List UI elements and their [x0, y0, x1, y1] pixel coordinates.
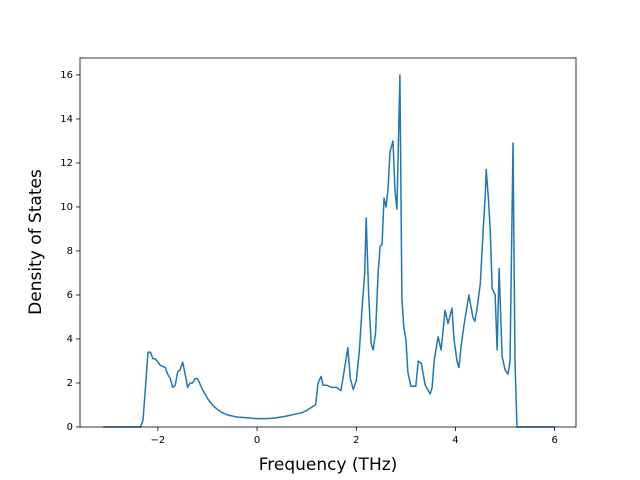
x-tick-label: 2: [353, 435, 359, 446]
y-tick-label: 6: [67, 290, 73, 301]
y-tick-label: 0: [67, 422, 73, 433]
y-tick-label: 16: [60, 70, 73, 81]
x-tick-label: 4: [452, 435, 458, 446]
x-tick-label: −2: [150, 435, 165, 446]
x-tick-label: 0: [254, 435, 260, 446]
y-tick-label: 14: [60, 114, 73, 125]
y-tick-label: 4: [67, 334, 73, 345]
y-tick-label: 12: [60, 158, 73, 169]
y-tick-label: 2: [67, 378, 73, 389]
y-axis-label: Density of States: [26, 169, 46, 315]
y-tick-label: 8: [67, 246, 73, 257]
x-axis-label: Frequency (THz): [259, 455, 398, 475]
y-tick-label: 10: [60, 202, 73, 213]
plot-frame: [79, 57, 577, 428]
data-line: [103, 74, 555, 428]
x-tick-label: 6: [551, 435, 557, 446]
